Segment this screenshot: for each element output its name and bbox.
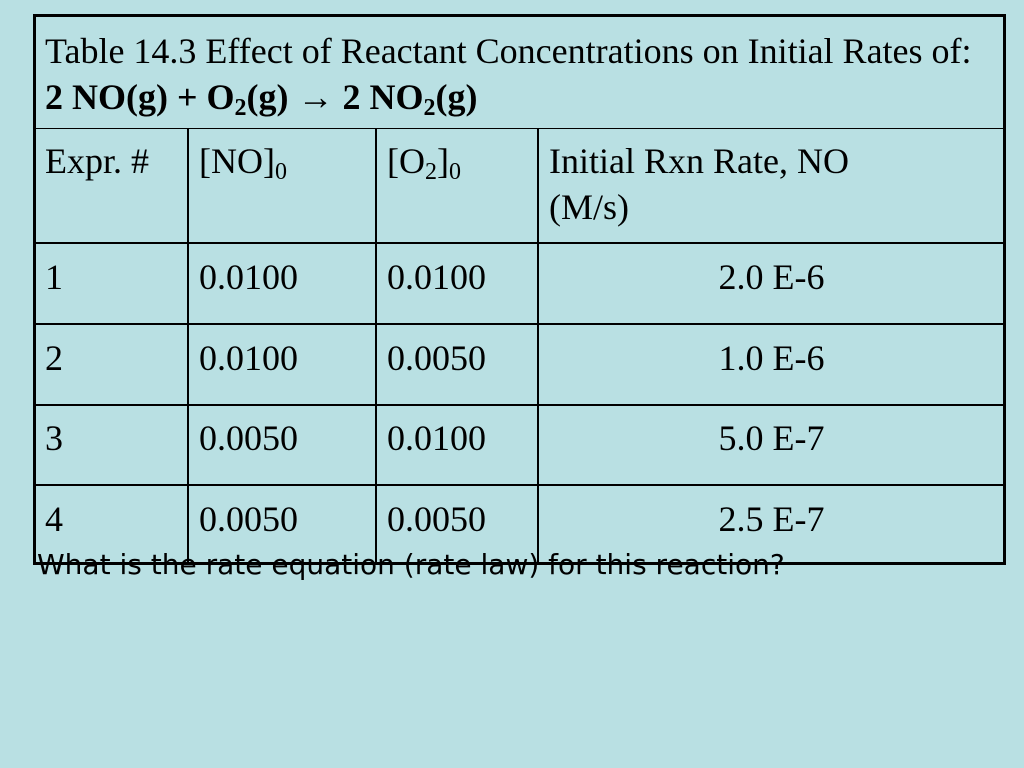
row-3-o2: 0.0100 xyxy=(387,418,486,458)
caption-text: Table 14.3 Effect of Reactant Concentrat… xyxy=(45,31,972,71)
row-divider xyxy=(35,323,1004,325)
row-2-rate: 1.0 E-6 xyxy=(718,338,825,378)
reaction-equation: 2 NO(g) + O2(g) → 2 NO2(g) xyxy=(45,77,478,120)
rate-table-frame xyxy=(33,14,1006,565)
header-o2-open: [O xyxy=(387,141,425,181)
row-1-expr: 1 xyxy=(45,257,63,297)
row-3-expr: 3 xyxy=(45,418,63,458)
row-divider xyxy=(35,484,1004,486)
header-rate-line-2: (M/s) xyxy=(549,187,629,227)
row-2-no: 0.0100 xyxy=(199,338,298,378)
header-o2-concentration: [O2]0 xyxy=(377,138,537,184)
reaction-subscript-2: 2 xyxy=(423,95,436,121)
reaction-part-2: (g) → 2 NO xyxy=(246,77,424,117)
row-4-o2: 0.0050 xyxy=(387,499,486,539)
reaction-part-3: (g) xyxy=(435,77,478,117)
column-divider xyxy=(187,129,189,563)
question-text: What is the rate equation (rate law) for… xyxy=(37,548,785,581)
header-no-concentration: [NO]0 xyxy=(189,138,375,184)
column-divider xyxy=(375,129,377,563)
row-1-rate: 2.0 E-6 xyxy=(718,257,825,297)
header-rate-line-1: Initial Rxn Rate, NO xyxy=(549,141,849,181)
header-o2-close: ] xyxy=(437,141,449,181)
row-2-expr: 2 xyxy=(45,338,63,378)
header-no-label: [NO] xyxy=(199,141,275,181)
header-no-subscript: 0 xyxy=(274,159,287,185)
reaction-part-1: 2 NO(g) + O xyxy=(45,77,235,117)
row-3-no: 0.0050 xyxy=(199,418,298,458)
row-4-rate: 2.5 E-7 xyxy=(718,499,825,539)
row-4-expr: 4 xyxy=(45,499,63,539)
row-1-no: 0.0100 xyxy=(199,257,298,297)
header-initial-rate: Initial Rxn Rate, NO (M/s) xyxy=(539,138,1004,230)
row-1-o2: 0.0100 xyxy=(387,257,486,297)
header-expr: Expr. # xyxy=(45,141,149,181)
row-3-rate: 5.0 E-7 xyxy=(718,418,825,458)
row-divider xyxy=(35,404,1004,406)
row-4-no: 0.0050 xyxy=(199,499,298,539)
header-o2-subscript: 2 xyxy=(425,159,437,185)
row-divider xyxy=(35,242,1004,244)
row-2-o2: 0.0050 xyxy=(387,338,486,378)
header-o2-zero-subscript: 0 xyxy=(449,159,461,185)
column-divider xyxy=(537,129,539,563)
reaction-subscript-1: 2 xyxy=(234,95,247,121)
table-caption: Table 14.3 Effect of Reactant Concentrat… xyxy=(35,16,1004,129)
